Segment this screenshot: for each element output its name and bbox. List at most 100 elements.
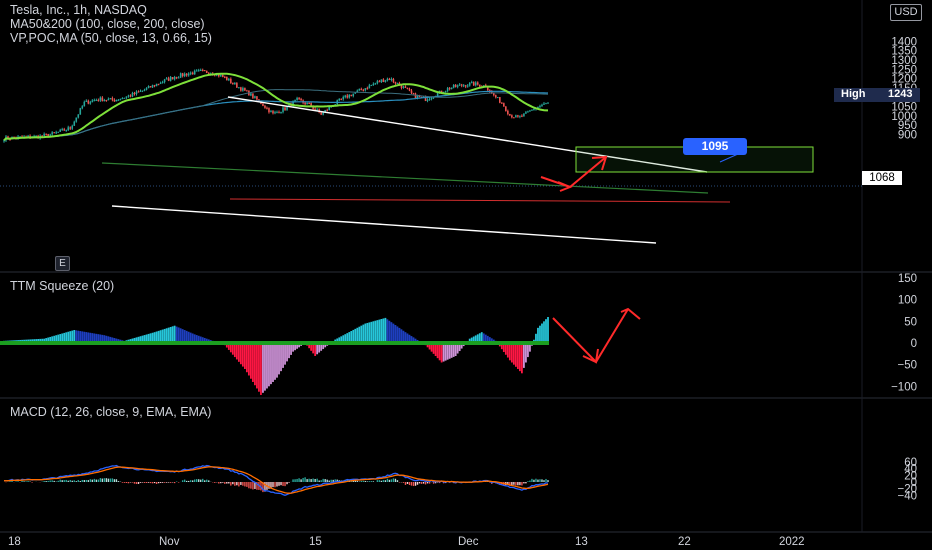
- candle-body[interactable]: [181, 73, 184, 76]
- candle-body[interactable]: [466, 85, 469, 87]
- candle-body[interactable]: [539, 105, 541, 107]
- candle-body[interactable]: [97, 99, 100, 101]
- candle-body[interactable]: [159, 83, 162, 85]
- candle-body[interactable]: [436, 93, 439, 97]
- candle-body[interactable]: [462, 85, 465, 87]
- candle-body[interactable]: [193, 70, 196, 75]
- candle-body[interactable]: [228, 78, 230, 81]
- candle-body[interactable]: [242, 88, 244, 91]
- candle-body[interactable]: [27, 135, 29, 137]
- candle-body[interactable]: [430, 97, 433, 99]
- candle-body[interactable]: [244, 88, 246, 91]
- candle-body[interactable]: [531, 109, 533, 111]
- candle-body[interactable]: [183, 73, 186, 76]
- candle-body[interactable]: [310, 103, 312, 107]
- candle-body[interactable]: [342, 96, 345, 100]
- candle-body[interactable]: [366, 88, 369, 90]
- candle-body[interactable]: [254, 96, 256, 98]
- candle-body[interactable]: [340, 98, 343, 100]
- candle-body[interactable]: [300, 98, 302, 101]
- candle-body[interactable]: [135, 91, 138, 94]
- candle-body[interactable]: [470, 82, 473, 84]
- candle-body[interactable]: [230, 78, 232, 83]
- candle-body[interactable]: [103, 100, 106, 102]
- candle-body[interactable]: [121, 98, 124, 100]
- candle-body[interactable]: [372, 83, 375, 86]
- candle-body[interactable]: [478, 84, 481, 87]
- candle-body[interactable]: [354, 92, 357, 94]
- candle-body[interactable]: [171, 77, 174, 80]
- candle-body[interactable]: [129, 95, 132, 97]
- candle-body[interactable]: [464, 85, 467, 87]
- candle-body[interactable]: [294, 99, 296, 102]
- candle-body[interactable]: [468, 83, 471, 86]
- candle-body[interactable]: [474, 82, 477, 86]
- candle-body[interactable]: [392, 78, 395, 82]
- candle-body[interactable]: [179, 73, 182, 78]
- candle-body[interactable]: [511, 115, 513, 118]
- candle-body[interactable]: [276, 112, 278, 114]
- candle-body[interactable]: [286, 106, 288, 110]
- candle-body[interactable]: [53, 132, 55, 134]
- candle-body[interactable]: [203, 70, 206, 72]
- candle-body[interactable]: [292, 101, 294, 107]
- candle-body[interactable]: [272, 111, 274, 114]
- candle-body[interactable]: [394, 81, 397, 84]
- candle-body[interactable]: [155, 83, 158, 87]
- candle-body[interactable]: [328, 106, 330, 111]
- time-axis[interactable]: 18 Nov 15 Dec 13 22 2022: [8, 536, 805, 548]
- candle-body[interactable]: [87, 100, 90, 104]
- candle-body[interactable]: [326, 109, 328, 111]
- candle-body[interactable]: [472, 82, 475, 86]
- candle-body[interactable]: [384, 80, 387, 82]
- candle-body[interactable]: [278, 112, 280, 114]
- candle-body[interactable]: [149, 86, 152, 88]
- candle-body[interactable]: [264, 105, 266, 108]
- candle-body[interactable]: [43, 133, 45, 137]
- candle-body[interactable]: [284, 107, 286, 110]
- candle-body[interactable]: [448, 88, 451, 90]
- candle-body[interactable]: [151, 85, 154, 88]
- candle-body[interactable]: [47, 133, 49, 137]
- candle-body[interactable]: [125, 96, 128, 98]
- candle-body[interactable]: [298, 98, 300, 100]
- price-axis[interactable]: 1400135013001250120011501100105010009509…: [891, 36, 917, 141]
- candle-body[interactable]: [304, 102, 306, 105]
- candle-body[interactable]: [69, 127, 72, 129]
- candle-body[interactable]: [71, 125, 74, 129]
- candle-body[interactable]: [191, 72, 194, 75]
- upper-trendline[interactable]: [227, 96, 708, 173]
- candle-body[interactable]: [189, 72, 192, 74]
- candle-body[interactable]: [388, 78, 391, 80]
- candle-body[interactable]: [224, 76, 226, 78]
- candle-body[interactable]: [416, 95, 419, 98]
- candle-body[interactable]: [324, 109, 326, 112]
- candle-body[interactable]: [262, 103, 264, 106]
- candle-body[interactable]: [173, 77, 176, 80]
- candle-body[interactable]: [400, 85, 403, 88]
- candle-body[interactable]: [432, 97, 435, 99]
- macd-legend[interactable]: MACD (12, 26, close, 9, EMA, EMA): [10, 405, 212, 419]
- earnings-marker[interactable]: E: [55, 256, 70, 271]
- candle-body[interactable]: [424, 96, 427, 102]
- candle-body[interactable]: [219, 75, 222, 77]
- candle-body[interactable]: [137, 91, 140, 93]
- ttm-squeeze-pane[interactable]: [0, 317, 549, 395]
- candle-body[interactable]: [266, 107, 268, 109]
- candle-body[interactable]: [205, 70, 208, 74]
- candle-body[interactable]: [545, 103, 547, 105]
- candle-body[interactable]: [81, 106, 84, 109]
- candle-body[interactable]: [314, 108, 316, 110]
- candle-body[interactable]: [390, 78, 393, 80]
- candle-body[interactable]: [101, 97, 104, 102]
- candle-body[interactable]: [364, 88, 367, 91]
- candle-body[interactable]: [346, 95, 349, 98]
- candle-body[interactable]: [476, 82, 479, 85]
- candle-body[interactable]: [147, 86, 150, 89]
- candle-body[interactable]: [163, 79, 166, 82]
- candle-body[interactable]: [85, 100, 88, 102]
- candle-body[interactable]: [521, 115, 523, 117]
- candle-body[interactable]: [460, 84, 463, 86]
